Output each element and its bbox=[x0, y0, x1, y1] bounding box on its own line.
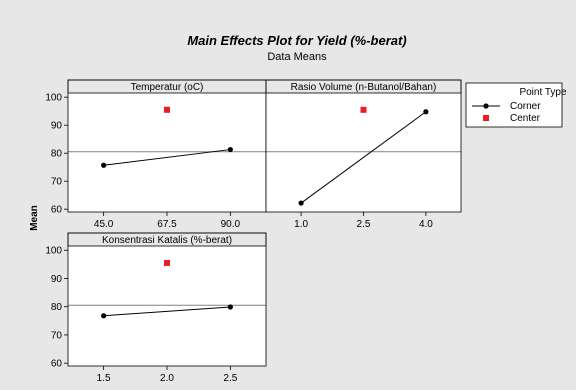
corner-series-line bbox=[103, 306, 231, 317]
corner-point bbox=[101, 162, 107, 168]
x-tick-label: 2.5 bbox=[357, 219, 371, 230]
y-tick-label: 70 bbox=[51, 330, 63, 341]
x-tick-label: 1.0 bbox=[294, 219, 308, 230]
corner-series-line bbox=[300, 111, 427, 204]
y-tick-label: 90 bbox=[51, 274, 63, 285]
y-tick-label: 80 bbox=[51, 149, 63, 160]
panel-title: Konsentrasi Katalis (%-berat) bbox=[102, 235, 232, 246]
x-tick-label: 2.5 bbox=[223, 373, 237, 384]
center-point bbox=[164, 259, 170, 266]
corner-point bbox=[423, 109, 429, 115]
y-tick-label: 90 bbox=[51, 121, 63, 132]
panel-plot-area bbox=[68, 80, 266, 212]
corner-point bbox=[298, 200, 304, 206]
panels-group: Temperatur (oC) 60 70 80 90 100 45.0 67.5 90.0 Ra… bbox=[45, 79, 462, 384]
y-tick-label: 80 bbox=[51, 302, 63, 313]
panel-title: Rasio Volume (n-Butanol/Bahan) bbox=[291, 82, 437, 93]
y-tick-label: 100 bbox=[45, 93, 62, 104]
panel-title: Temperatur (oC) bbox=[131, 82, 204, 93]
legend: Point Type Corner Center bbox=[465, 82, 567, 128]
chart-subtitle: Data Means bbox=[267, 51, 327, 63]
x-tick-label: 2.0 bbox=[160, 373, 174, 384]
center-point bbox=[360, 106, 367, 113]
corner-series-line bbox=[103, 149, 231, 166]
legend-center-label: Center bbox=[510, 113, 541, 124]
x-tick-label: 45.0 bbox=[94, 219, 114, 230]
x-tick-label: 90.0 bbox=[221, 219, 241, 230]
corner-point bbox=[227, 146, 233, 153]
corner-point bbox=[227, 304, 233, 310]
panel-plot-area bbox=[68, 233, 266, 366]
legend-corner-marker bbox=[483, 103, 489, 109]
corner-point bbox=[101, 313, 107, 319]
chart-title: Main Effects Plot for Yield (%-berat) bbox=[187, 33, 406, 48]
y-tick-label: 70 bbox=[51, 177, 63, 188]
center-point bbox=[164, 106, 170, 113]
x-tick-label: 4.0 bbox=[419, 219, 433, 230]
legend-box bbox=[465, 82, 563, 128]
x-tick-label: 67.5 bbox=[157, 219, 177, 230]
x-tick-label: 1.5 bbox=[97, 373, 111, 384]
y-tick-label: 60 bbox=[51, 205, 63, 216]
legend-center-marker bbox=[483, 115, 489, 121]
legend-corner-label: Corner bbox=[510, 101, 541, 112]
y-tick-label: 60 bbox=[51, 359, 63, 370]
y-tick-label: 100 bbox=[45, 246, 62, 257]
legend-title: Point Type bbox=[519, 87, 567, 98]
y-axis-label: Mean bbox=[29, 205, 40, 231]
panel-plot-area bbox=[266, 80, 461, 212]
